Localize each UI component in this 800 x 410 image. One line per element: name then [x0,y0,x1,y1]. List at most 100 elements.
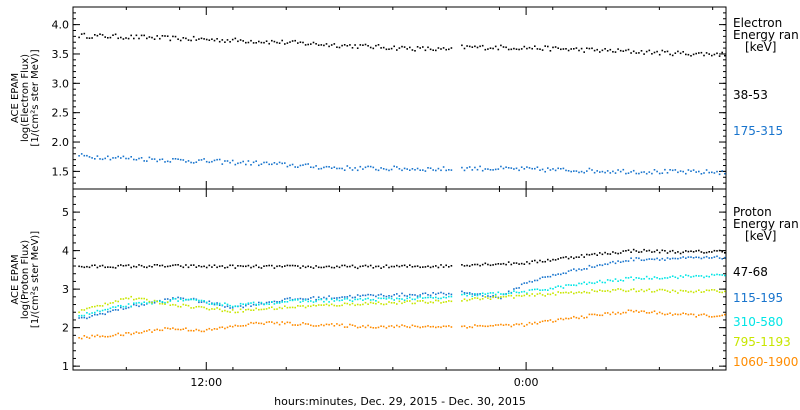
data-point [354,296,356,299]
data-point [174,297,177,300]
data-point [265,303,268,305]
data-point [570,48,572,50]
data-point [484,296,487,298]
data-point [658,311,661,314]
data-point [429,301,432,303]
data-point [109,335,112,338]
data-point [362,265,364,267]
data-point [281,321,283,323]
data-point [200,299,203,302]
data-point [471,326,474,329]
data-point [239,325,242,327]
data-point [359,297,362,300]
data-point [122,334,125,337]
data-point [356,298,359,301]
data-point [208,39,211,41]
data-point [604,251,606,254]
data-point [192,307,195,309]
data-point [247,41,250,44]
data-point [312,267,315,269]
data-point [432,265,434,268]
data-point [356,294,359,296]
data-point [627,277,630,279]
data-point [528,262,531,265]
data-point [463,292,466,294]
data-point [494,295,497,297]
data-point [588,292,591,294]
data-point [302,164,304,166]
data-point [120,157,122,159]
data-point [489,324,492,327]
data-point [724,313,726,316]
data-point [435,299,437,302]
data-point [130,34,132,37]
data-point [359,304,362,306]
data-point [284,265,286,267]
data-point [346,165,349,167]
data-point [666,290,669,292]
data-point [286,42,289,44]
data-point [328,45,330,48]
data-point [724,54,726,57]
data-point [507,261,510,263]
data-point [258,40,260,43]
data-point [526,166,528,168]
data-point [427,325,429,327]
data-point [396,324,398,327]
data-point [127,303,130,305]
data-point [211,329,213,331]
data-point [570,256,572,258]
data-point [461,166,463,169]
data-point [422,300,424,302]
data-point [632,288,635,290]
data-point [656,249,658,251]
data-point [88,337,91,339]
data-point [716,250,718,252]
legend-entry-47-68: 47-68 [733,265,768,279]
data-point [685,172,687,175]
data-point [492,325,494,327]
data-point [411,302,414,305]
data-point [364,166,367,169]
data-point [718,291,721,293]
data-point [484,48,487,51]
data-point [114,309,117,311]
data-point [422,46,424,48]
data-point [135,159,138,161]
data-point [271,39,273,42]
data-point [596,48,598,51]
data-point [99,33,101,35]
data-point [604,171,606,174]
data-point [409,46,411,49]
data-point [536,48,539,50]
data-point [213,264,216,266]
data-point [541,294,544,296]
data-point [78,337,80,339]
data-point [375,295,377,298]
data-point [690,55,692,57]
data-point [156,160,158,163]
data-point [698,314,700,316]
data-point [208,161,211,164]
data-point [291,264,294,267]
data-point [336,46,338,48]
data-point [718,274,721,276]
data-point [276,41,278,44]
data-point [643,290,645,293]
data-point [127,306,130,309]
data-point [179,328,182,331]
data-point [406,297,408,300]
data-point [713,274,716,276]
data-point [333,304,336,307]
data-point [437,292,440,295]
data-point [78,317,80,319]
data-point [534,279,536,282]
data-point [487,297,489,299]
data-point [625,172,627,175]
data-point [382,297,385,300]
data-point [380,303,382,305]
data-point [645,258,648,261]
data-point [341,304,343,307]
data-point [159,37,161,40]
data-point [692,53,695,56]
